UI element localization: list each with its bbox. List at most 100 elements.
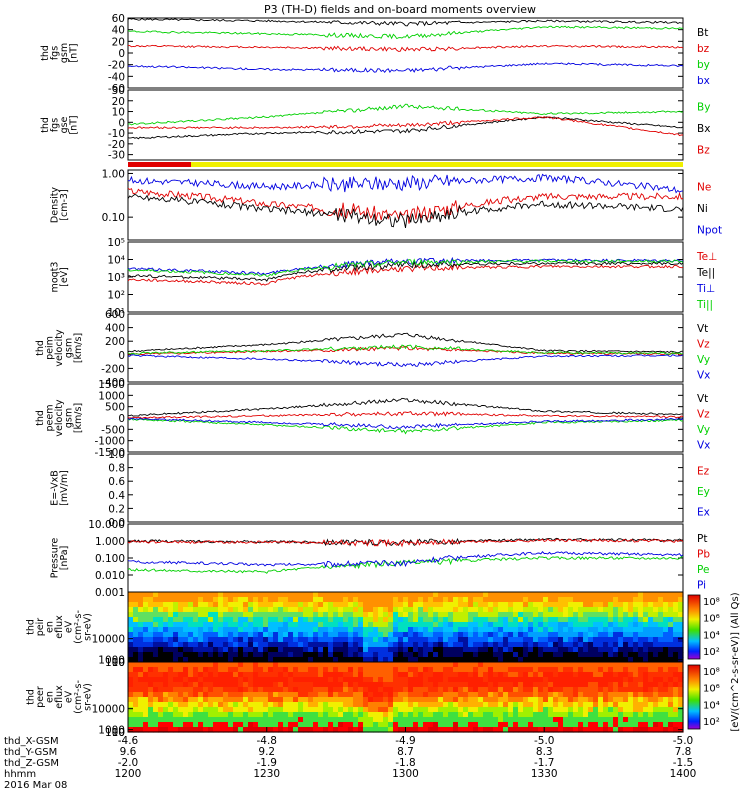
- spectrogram-cell: [608, 597, 614, 603]
- spectrogram-cell: [448, 652, 454, 658]
- spectrogram-cell: [553, 647, 559, 653]
- spectrogram-cell: [523, 592, 529, 598]
- spectrogram-cell: [203, 647, 209, 653]
- spectrogram-cell: [268, 632, 274, 638]
- spectrogram-cell: [578, 712, 584, 718]
- spectrogram-cell: [603, 727, 609, 733]
- spectrogram-cell: [173, 687, 179, 693]
- spectrogram-cell: [508, 667, 514, 673]
- spectrogram-cell: [148, 717, 154, 723]
- spectrogram-cell: [163, 672, 169, 678]
- spectrogram-cell: [253, 682, 259, 688]
- spectrogram-cell: [523, 627, 529, 633]
- spectrogram-cell: [413, 607, 419, 613]
- spectrogram-cell: [298, 717, 304, 723]
- ylabel-line: thd: [40, 117, 51, 133]
- spectrogram-cell: [608, 627, 614, 633]
- spectrogram-cell: [378, 682, 384, 688]
- spectrogram-cell: [143, 677, 149, 683]
- spectrogram-cell: [653, 697, 659, 703]
- spectrogram-cell: [168, 712, 174, 718]
- spectrogram-cell: [523, 717, 529, 723]
- spectrogram-cell: [373, 632, 379, 638]
- spectrogram-cell: [403, 697, 409, 703]
- spectrogram-cell: [148, 722, 154, 728]
- spectrogram-cell: [328, 622, 334, 628]
- spectrogram-cell: [338, 592, 344, 598]
- spectrogram-cell: [178, 602, 184, 608]
- spectrogram-cell: [553, 652, 559, 658]
- spectrogram-cell: [623, 622, 629, 628]
- spectrogram-cell: [413, 707, 419, 713]
- spectrogram-cell: [288, 697, 294, 703]
- spectrogram-cell: [268, 617, 274, 623]
- spectrogram-cell: [578, 647, 584, 653]
- spectrogram-cell: [333, 637, 339, 643]
- spectrogram-cell: [638, 647, 644, 653]
- spectrogram-cell: [308, 692, 314, 698]
- spectrogram-cell: [498, 672, 504, 678]
- spectrogram-cell: [528, 692, 534, 698]
- spectrogram-cell: [438, 647, 444, 653]
- spectrogram-cell: [443, 637, 449, 643]
- spectrogram-cell: [453, 727, 459, 733]
- spectrogram-cell: [488, 617, 494, 623]
- series-line-Pi: [127, 551, 684, 568]
- spectrogram-cell: [428, 632, 434, 638]
- spectrogram-cell: [603, 702, 609, 708]
- spectrogram-cell: [653, 717, 659, 723]
- spectrogram-cell: [493, 662, 499, 668]
- spectrogram-cell: [618, 597, 624, 603]
- spectrogram-cell: [263, 627, 269, 633]
- spectrogram-cell: [378, 727, 384, 733]
- spectrogram-cell: [348, 667, 354, 673]
- spectrogram-cell: [588, 682, 594, 688]
- spectrogram-cell: [673, 722, 679, 728]
- spectrogram-cell: [538, 612, 544, 618]
- spectrogram-cell: [158, 677, 164, 683]
- series-line-Pe: [127, 556, 684, 574]
- spectrogram-cell: [458, 612, 464, 618]
- spectrogram-cell: [423, 612, 429, 618]
- spectrogram-cell: [378, 632, 384, 638]
- spectrogram-cell: [368, 627, 374, 633]
- spectrogram-cell: [433, 647, 439, 653]
- spectrogram-cell: [328, 647, 334, 653]
- spectrogram-cell: [343, 667, 349, 673]
- spectrogram-cell: [228, 657, 234, 663]
- spectrogram-cell: [593, 627, 599, 633]
- spectrogram-cell: [218, 597, 224, 603]
- spectrogram-cell: [253, 712, 259, 718]
- spectrogram-cell: [418, 672, 424, 678]
- spectrogram-cell: [133, 702, 139, 708]
- spectrogram-cell: [648, 717, 654, 723]
- spectrogram-cell: [543, 607, 549, 613]
- spectrogram-cell: [283, 672, 289, 678]
- spectrogram-cell: [383, 652, 389, 658]
- spectrogram-cell: [588, 667, 594, 673]
- spectrogram-cell: [398, 717, 404, 723]
- spectrogram-cell: [273, 597, 279, 603]
- spectrogram-cell: [613, 632, 619, 638]
- spectrogram-cell: [553, 642, 559, 648]
- spectrogram-cell: [533, 602, 539, 608]
- spectrogram-cell: [588, 612, 594, 618]
- spectrogram-cell: [448, 697, 454, 703]
- spectrogram-cell: [233, 727, 239, 733]
- spectrogram-cell: [643, 677, 649, 683]
- spectrogram-cell: [243, 637, 249, 643]
- spectrogram-cell: [653, 607, 659, 613]
- spectrogram-cell: [623, 722, 629, 728]
- spectrogram-cell: [628, 612, 634, 618]
- spectrogram-cell: [608, 637, 614, 643]
- spectrogram-cell: [418, 657, 424, 663]
- spectrogram-cell: [573, 727, 579, 733]
- xtick-label-hhmm: 1300: [392, 768, 419, 780]
- spectrogram-cell: [183, 627, 189, 633]
- spectrogram-cell: [373, 627, 379, 633]
- spectrogram-cell: [678, 637, 684, 643]
- spectrogram-cell: [423, 627, 429, 633]
- spectrogram-cell: [583, 632, 589, 638]
- spectrogram-cell: [323, 592, 329, 598]
- spectrogram-cell: [518, 612, 524, 618]
